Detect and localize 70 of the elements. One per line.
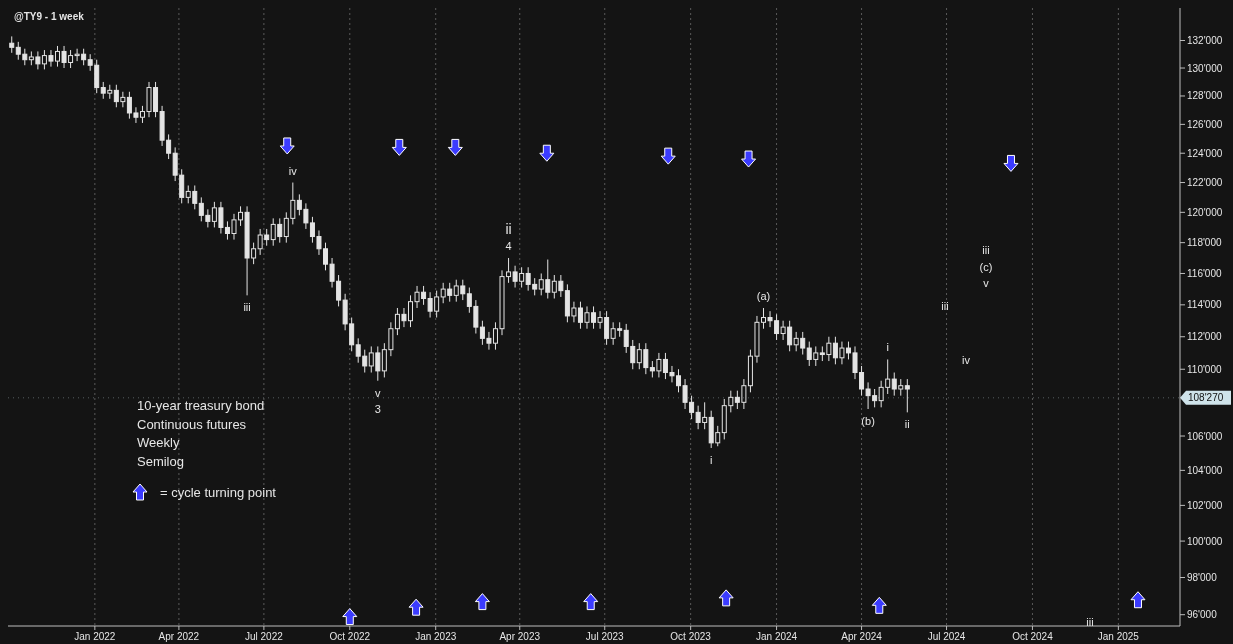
point xyxy=(1130,591,1146,609)
point xyxy=(447,138,463,156)
point xyxy=(539,144,555,162)
annotation: Weekly xyxy=(137,435,180,450)
y-tick-label: 114'000 xyxy=(1187,299,1222,311)
y-tick-label: 116'000 xyxy=(1187,267,1222,279)
y-tick-label: 104'000 xyxy=(1187,464,1223,476)
y-tick-label: 118'000 xyxy=(1187,237,1222,249)
annotation: iii xyxy=(982,244,990,256)
x-tick-label: Jan 2024 xyxy=(755,631,798,642)
x-tick-label: Jan 2023 xyxy=(415,631,457,642)
annotation: v xyxy=(983,277,990,289)
point xyxy=(1003,154,1019,172)
annotation: iv xyxy=(962,354,971,366)
annotation: ii xyxy=(505,220,512,237)
y-tick-label: 126'000 xyxy=(1187,118,1223,130)
y-tick-label: 128'000 xyxy=(1187,90,1223,102)
x-tick-label: Jul 2023 xyxy=(585,631,625,642)
x-tick-label: Jul 2022 xyxy=(244,631,284,642)
annotation: i xyxy=(886,341,889,354)
ref-line-label: 108'270 xyxy=(1188,392,1224,404)
point xyxy=(279,137,295,155)
point xyxy=(342,608,358,626)
point xyxy=(408,598,424,616)
y-tick-label: 112'000 xyxy=(1187,331,1222,343)
y-tick-label: 124'000 xyxy=(1187,147,1223,159)
y-tick-label: 96'000 xyxy=(1187,609,1218,621)
x-tick-label: Apr 2024 xyxy=(841,631,883,642)
x-tick-label: Jul 2024 xyxy=(927,631,966,642)
x-tick-label: Apr 2023 xyxy=(499,631,541,642)
annotation: 10-year treasury bond xyxy=(137,398,265,413)
annotation: 3 xyxy=(374,402,381,415)
y-tick-label: 98'000 xyxy=(1187,572,1218,584)
point xyxy=(741,150,757,168)
annotation: (c) xyxy=(979,261,993,273)
y-tick-label: 122'000 xyxy=(1187,177,1223,189)
x-tick-label: Apr 2022 xyxy=(158,631,200,642)
annotation: v xyxy=(375,386,382,399)
y-tick-label: 132'000 xyxy=(1187,34,1223,46)
point xyxy=(660,147,676,165)
point xyxy=(583,593,599,611)
point xyxy=(871,596,887,614)
y-tick-label: 120'000 xyxy=(1187,206,1223,218)
annotation: Continuous futures xyxy=(137,416,247,432)
annotation: (b) xyxy=(861,415,875,428)
annotation: iv xyxy=(288,164,298,177)
annotation: (a) xyxy=(756,290,771,302)
annotation: ii xyxy=(904,418,910,431)
annotation: 4 xyxy=(505,239,512,252)
y-tick-label: 110'000 xyxy=(1187,363,1222,375)
annotation: iii xyxy=(243,301,251,314)
y-tick-label: 106'000 xyxy=(1187,430,1223,442)
chart-title: @TY9 - 1 week xyxy=(14,11,85,22)
annotation: i xyxy=(709,453,713,466)
x-tick-label: Jan 2022 xyxy=(74,631,116,642)
annotation: iii xyxy=(1086,616,1094,628)
annotation: iii xyxy=(941,300,949,312)
point xyxy=(474,593,490,611)
legend-label: = cycle turning point xyxy=(160,484,277,500)
annotation: Semilog xyxy=(137,453,184,469)
x-tick-label: Oct 2024 xyxy=(1012,631,1054,642)
y-tick-label: 102'000 xyxy=(1187,499,1223,511)
point xyxy=(718,589,734,607)
y-tick-label: 130'000 xyxy=(1187,62,1223,74)
x-tick-label: Jan 2025 xyxy=(1097,631,1140,642)
x-tick-label: Oct 2022 xyxy=(329,631,371,642)
point xyxy=(391,138,407,156)
y-tick-label: 100'000 xyxy=(1187,535,1223,547)
candlestick xyxy=(904,378,910,413)
x-tick-label: Oct 2023 xyxy=(670,631,712,642)
